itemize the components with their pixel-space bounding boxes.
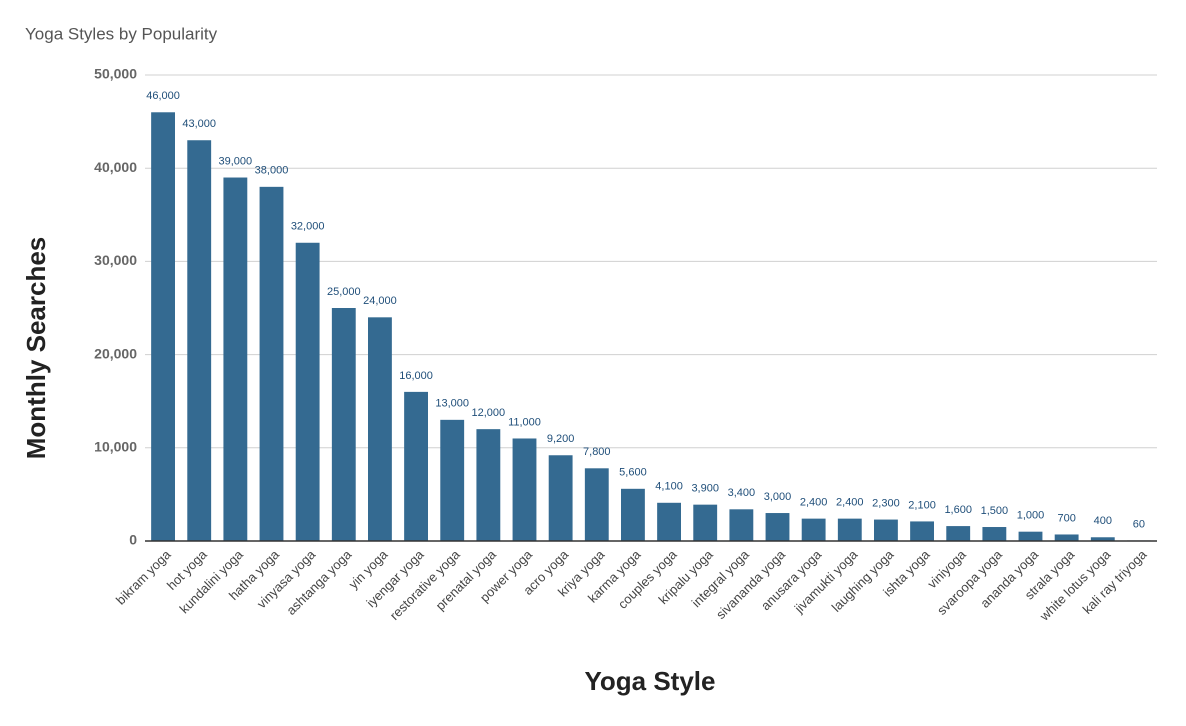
y-tick-label: 20,000 bbox=[94, 345, 137, 361]
value-label: 11,000 bbox=[508, 416, 541, 428]
value-label: 700 bbox=[1057, 512, 1075, 524]
value-label: 4,100 bbox=[655, 481, 683, 493]
bar bbox=[476, 429, 501, 541]
bar bbox=[584, 468, 609, 541]
x-tick-label: kali ray triyoga bbox=[1080, 546, 1150, 616]
bar bbox=[910, 521, 934, 541]
value-label: 3,900 bbox=[691, 483, 719, 495]
value-label: 38,000 bbox=[255, 165, 289, 177]
value-label: 2,400 bbox=[836, 497, 864, 509]
bar bbox=[621, 488, 645, 541]
chart-title: Yoga Styles by Popularity bbox=[25, 24, 218, 43]
bar bbox=[801, 518, 826, 541]
value-label: 2,400 bbox=[800, 497, 828, 509]
value-label: 13,000 bbox=[435, 398, 469, 410]
value-label: 3,400 bbox=[728, 487, 756, 499]
x-tick-label: bikram yoga bbox=[113, 546, 174, 607]
bar bbox=[187, 140, 212, 542]
bar bbox=[1018, 531, 1043, 541]
y-tick-label: 0 bbox=[129, 532, 137, 548]
y-tick-label: 30,000 bbox=[94, 252, 137, 268]
bar bbox=[295, 242, 320, 541]
value-label: 1,600 bbox=[944, 504, 972, 516]
bar bbox=[982, 527, 1007, 541]
value-label: 2,100 bbox=[908, 499, 936, 511]
bar bbox=[259, 186, 284, 541]
value-label: 24,000 bbox=[363, 295, 397, 307]
bar bbox=[512, 438, 537, 541]
value-label: 2,300 bbox=[872, 497, 900, 509]
value-label: 32,000 bbox=[291, 221, 325, 233]
value-label: 1,000 bbox=[1017, 510, 1045, 522]
bar bbox=[1090, 537, 1115, 541]
y-axis-title: Monthly Searches bbox=[21, 237, 51, 460]
bar bbox=[693, 504, 718, 541]
value-label: 16,000 bbox=[399, 370, 433, 382]
bar bbox=[368, 317, 392, 541]
bar bbox=[765, 513, 790, 541]
y-tick-label: 40,000 bbox=[94, 159, 137, 175]
bar bbox=[1054, 534, 1079, 541]
bar bbox=[404, 391, 428, 541]
y-tick-label: 50,000 bbox=[94, 66, 137, 82]
bar bbox=[946, 526, 971, 541]
value-label: 7,800 bbox=[583, 446, 611, 458]
bar bbox=[729, 509, 754, 541]
bar bbox=[837, 518, 862, 541]
value-label: 9,200 bbox=[547, 433, 575, 445]
value-label: 25,000 bbox=[327, 286, 361, 298]
value-label: 39,000 bbox=[219, 155, 253, 167]
value-label: 400 bbox=[1094, 515, 1112, 527]
x-axis-title: Yoga Style bbox=[584, 666, 715, 696]
value-label: 46,000 bbox=[146, 90, 180, 102]
bar bbox=[331, 308, 356, 541]
bar bbox=[657, 502, 681, 541]
bar bbox=[548, 455, 573, 541]
value-label: 60 bbox=[1133, 518, 1145, 530]
bar bbox=[223, 177, 248, 541]
value-label: 43,000 bbox=[182, 118, 216, 130]
value-label: 1,500 bbox=[981, 505, 1009, 517]
bar bbox=[440, 419, 465, 541]
value-label: 12,000 bbox=[472, 407, 506, 419]
value-label: 5,600 bbox=[619, 467, 647, 479]
bar bbox=[874, 519, 898, 541]
bar bbox=[151, 112, 175, 541]
value-label: 3,000 bbox=[764, 491, 792, 503]
x-tick-label: ashtanga yoga bbox=[283, 546, 354, 617]
y-tick-label: 10,000 bbox=[94, 439, 137, 455]
